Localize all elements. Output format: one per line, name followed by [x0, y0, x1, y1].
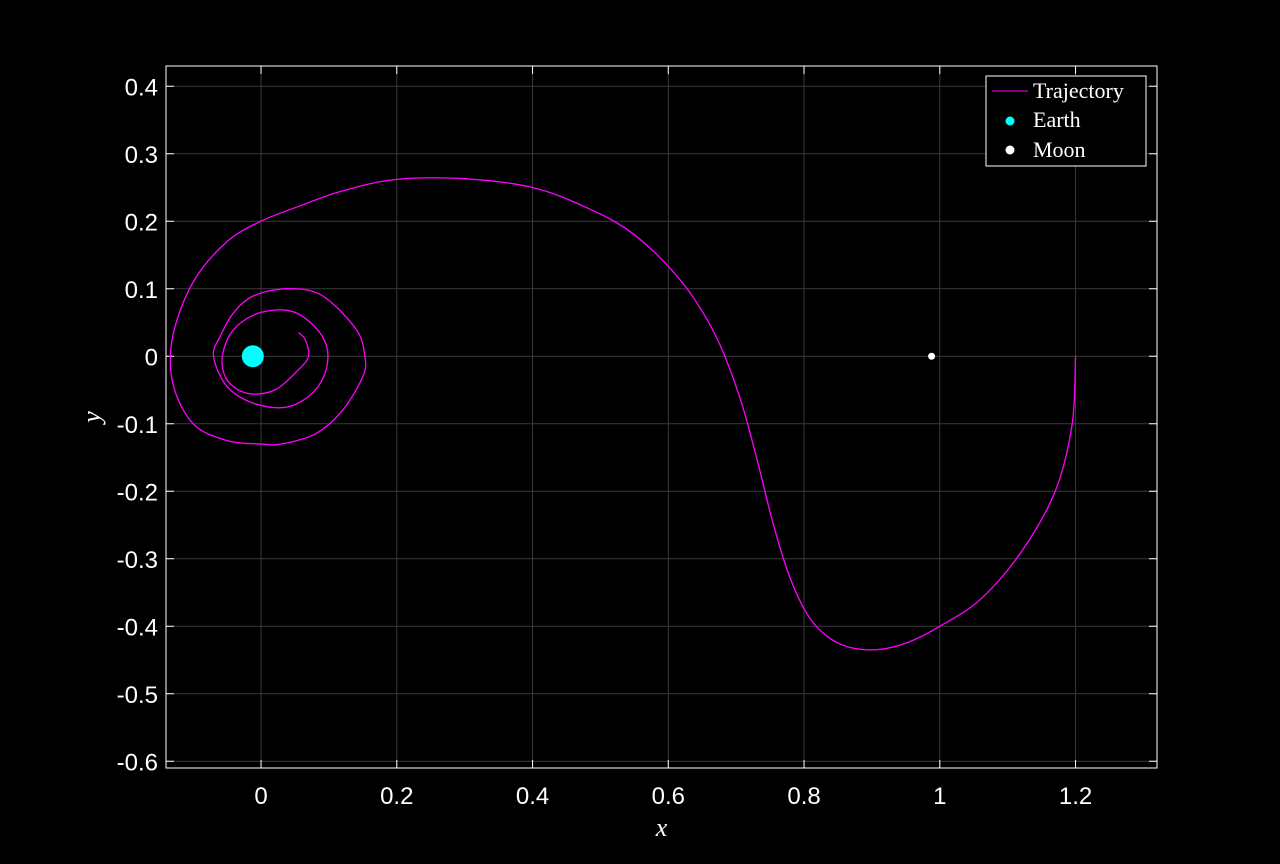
y-tick-label: -0.4	[117, 614, 158, 641]
x-tick-label: 0.6	[652, 783, 685, 810]
y-tick-label: 0.1	[125, 277, 158, 304]
earth-marker	[241, 345, 264, 368]
x-axis-label: x	[655, 813, 668, 842]
x-tick-label: 0.2	[380, 783, 413, 810]
y-tick-label: 0.4	[125, 74, 158, 101]
x-tick-label: 0.4	[516, 783, 549, 810]
y-tick-label: 0.2	[125, 209, 158, 236]
legend: Trajectory Earth Moon	[985, 75, 1147, 167]
y-tick-label: -0.3	[117, 547, 158, 574]
x-tick-label: 1	[933, 783, 946, 810]
axis-ticks: 0 0.2 0.4 0.6 0.8 1 1.2 0.4 0.3 0.2 0.1 0 -0.1 -0.2 -0…	[117, 66, 1157, 810]
grid-lines	[166, 66, 1157, 768]
y-tick-label: -0.1	[117, 412, 158, 439]
legend-earth-label: Earth	[1033, 107, 1081, 132]
plot-frame	[165, 65, 1158, 769]
x-tick-label: 0.8	[787, 783, 820, 810]
legend-earth-marker	[1005, 116, 1015, 126]
y-tick-label: -0.2	[117, 479, 158, 506]
moon-marker	[928, 352, 936, 360]
y-tick-label: -0.5	[117, 682, 158, 709]
y-tick-label: -0.6	[117, 749, 158, 776]
trajectory-line	[169, 177, 1077, 651]
legend-moon-label: Moon	[1033, 137, 1086, 162]
data-layer	[169, 177, 1077, 651]
legend-moon-marker	[1005, 145, 1015, 155]
y-tick-label: 0.3	[125, 142, 158, 169]
y-axis-label: y	[77, 411, 106, 426]
y-tick-label: 0	[145, 344, 158, 371]
x-tick-label: 0	[254, 783, 267, 810]
legend-trajectory-label: Trajectory	[1033, 78, 1124, 103]
x-tick-label: 1.2	[1059, 783, 1092, 810]
